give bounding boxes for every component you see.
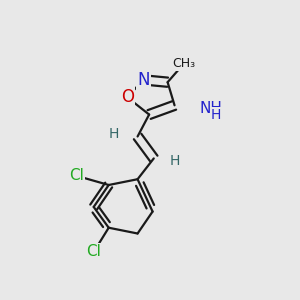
Text: H: H [169,154,180,168]
Text: Cl: Cl [69,168,84,183]
Text: N: N [137,71,150,89]
Text: H: H [108,127,119,141]
Text: CH₃: CH₃ [172,57,195,70]
Text: Cl: Cl [86,244,101,260]
Text: H: H [211,107,221,122]
Text: NH: NH [200,100,223,116]
Text: O: O [121,88,134,106]
